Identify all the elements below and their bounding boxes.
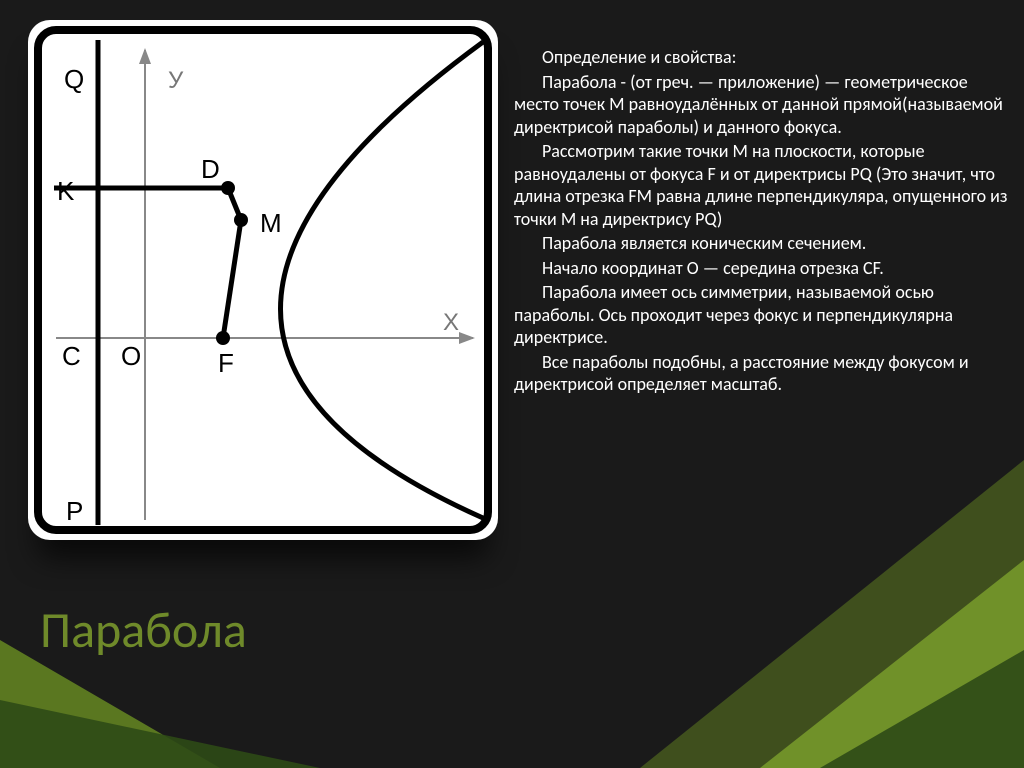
point-d bbox=[221, 181, 235, 195]
diagram-frame bbox=[38, 30, 488, 530]
paragraph-6: Все параболы подобны, а расстояние между… bbox=[514, 351, 1008, 396]
paragraph-4: Начало координат O — середина отрезка CF… bbox=[514, 257, 1008, 280]
paragraph-1: Парабола - (от греч. — приложение) — гео… bbox=[514, 71, 1008, 139]
label-k: K bbox=[57, 176, 75, 206]
paragraph-3: Парабола является коническим сечением. bbox=[514, 232, 1008, 255]
label-p: P bbox=[66, 496, 83, 526]
point-m bbox=[234, 213, 248, 227]
slide: Q У K D M X C O F P Парабола Определение… bbox=[0, 0, 1024, 768]
label-q: Q bbox=[64, 64, 84, 94]
label-x: X bbox=[443, 309, 459, 336]
slide-title: Парабола bbox=[40, 600, 247, 661]
label-d: D bbox=[201, 154, 220, 184]
paragraph-2: Рассмотрим такие точки М на плоскости, к… bbox=[514, 140, 1008, 230]
segment-fm bbox=[223, 220, 241, 338]
left-column: Q У K D M X C O F P bbox=[28, 20, 498, 540]
label-f: F bbox=[218, 348, 234, 378]
parabola-diagram: Q У K D M X C O F P bbox=[28, 20, 498, 540]
diagram-svg: Q У K D M X C O F P bbox=[28, 20, 498, 540]
label-m: M bbox=[260, 208, 282, 238]
point-f bbox=[216, 331, 230, 345]
parabola-curve bbox=[281, 42, 484, 518]
label-c: C bbox=[62, 341, 81, 371]
right-column: Определение и свойства: Парабола - (от г… bbox=[514, 46, 1008, 398]
paragraph-5: Парабола имеет ось симметрии, называемой… bbox=[514, 281, 1008, 349]
label-y: У bbox=[168, 67, 184, 94]
definition-heading: Определение и свойства: bbox=[514, 46, 1008, 69]
label-o: O bbox=[121, 341, 141, 371]
